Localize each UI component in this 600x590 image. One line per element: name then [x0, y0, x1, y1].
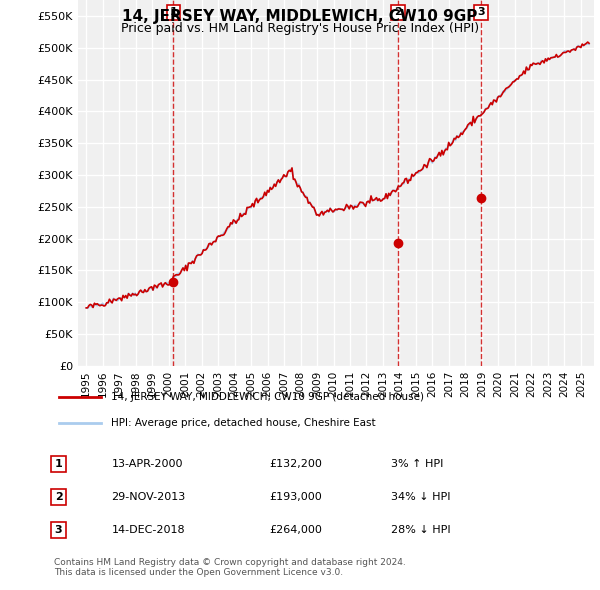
Text: 28% ↓ HPI: 28% ↓ HPI	[391, 525, 451, 535]
Text: 3: 3	[477, 7, 485, 17]
Text: 1: 1	[169, 7, 177, 17]
Text: 3: 3	[55, 525, 62, 535]
Text: 1: 1	[55, 459, 62, 469]
Text: £193,000: £193,000	[270, 492, 323, 502]
Text: 34% ↓ HPI: 34% ↓ HPI	[391, 492, 451, 502]
Text: 14-DEC-2018: 14-DEC-2018	[112, 525, 185, 535]
Text: Price paid vs. HM Land Registry's House Price Index (HPI): Price paid vs. HM Land Registry's House …	[121, 22, 479, 35]
Text: 13-APR-2000: 13-APR-2000	[112, 459, 183, 469]
Text: HPI: Average price, detached house, Cheshire East: HPI: Average price, detached house, Ches…	[112, 418, 376, 428]
Text: 14, JERSEY WAY, MIDDLEWICH, CW10 9GP: 14, JERSEY WAY, MIDDLEWICH, CW10 9GP	[122, 9, 478, 24]
Text: 3% ↑ HPI: 3% ↑ HPI	[391, 459, 443, 469]
Text: 2: 2	[394, 7, 402, 17]
Text: £132,200: £132,200	[270, 459, 323, 469]
Text: 2: 2	[55, 492, 62, 502]
Text: Contains HM Land Registry data © Crown copyright and database right 2024.
This d: Contains HM Land Registry data © Crown c…	[54, 558, 406, 577]
Text: £264,000: £264,000	[270, 525, 323, 535]
Text: 29-NOV-2013: 29-NOV-2013	[112, 492, 185, 502]
Text: 14, JERSEY WAY, MIDDLEWICH, CW10 9GP (detached house): 14, JERSEY WAY, MIDDLEWICH, CW10 9GP (de…	[112, 392, 424, 402]
